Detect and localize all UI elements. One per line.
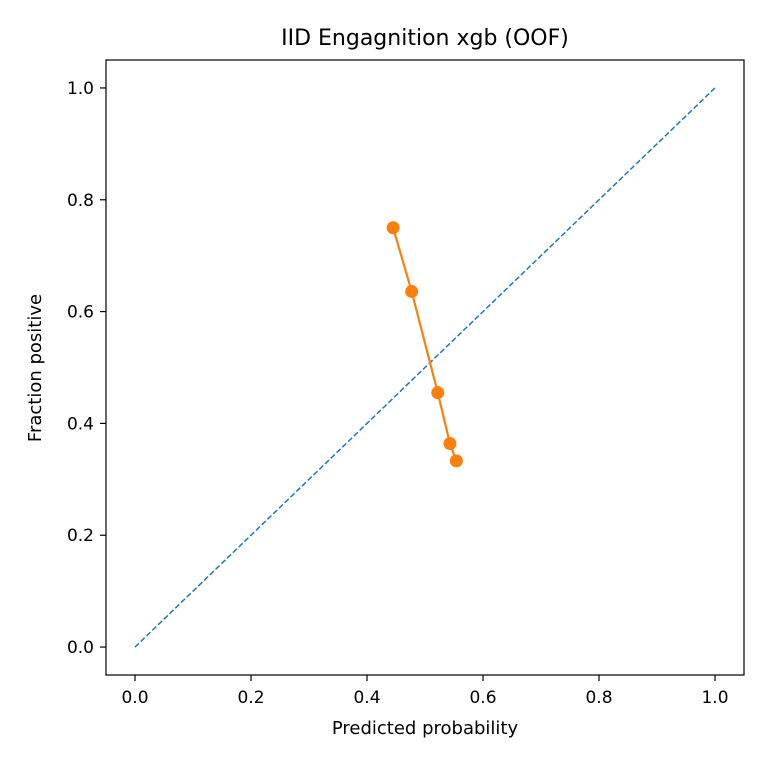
x-axis: 0.0 0.2 0.4 0.6 0.8 1.0 [121,675,729,708]
y-tick-label: 0.2 [67,526,94,546]
x-tick-label: 0.4 [353,688,380,708]
x-tick-label: 0.8 [585,688,612,708]
series-line-0 [134,87,716,648]
y-axis-label: Fraction positive [25,294,46,442]
data-point [449,454,463,468]
data-point [431,386,445,400]
plot-area [134,87,716,648]
y-tick-label: 1.0 [67,79,94,99]
x-tick-label: 1.0 [701,688,728,708]
y-tick-label: 0.6 [67,303,94,323]
axes-frame [105,59,745,676]
y-tick-label: 0.4 [67,414,94,434]
chart-title: IID Engagnition xgb (OOF) [281,26,569,51]
data-point [405,284,419,298]
data-point [386,221,400,235]
x-axis-label: Predicted probability [332,718,519,739]
y-tick-label: 0.8 [67,191,94,211]
x-tick-label: 0.2 [237,688,264,708]
y-tick-label: 0.0 [67,638,94,658]
x-tick-label: 0.6 [469,688,496,708]
y-axis: 0.0 0.2 0.4 0.6 0.8 1.0 [67,79,106,658]
data-point [443,437,457,451]
x-tick-label: 0.0 [121,688,148,708]
series-line-1 [392,227,458,462]
